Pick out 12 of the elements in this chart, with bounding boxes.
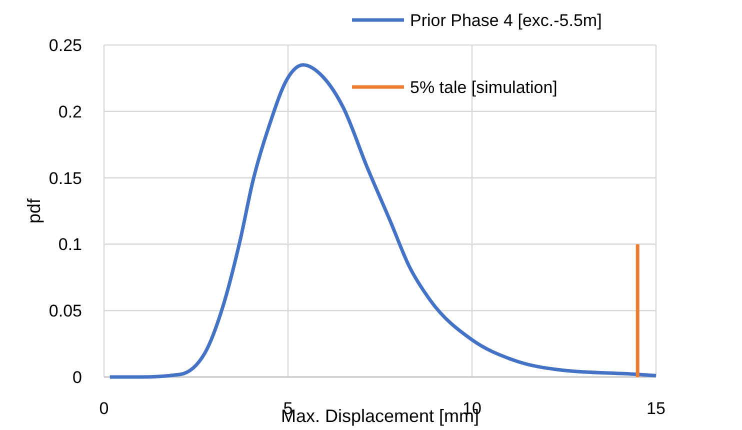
line-series [108,63,658,379]
y-tick-label: 0 [72,368,82,387]
legend-label: Prior Phase 4 [exc.-5.5m] [410,11,602,30]
y-tick-label: 0.25 [48,36,82,55]
y-tick-label: 0.1 [58,235,82,254]
x-tick-label: 0 [99,399,109,418]
y-tick-label: 0.15 [48,168,82,188]
y-tick-label: 0.2 [58,102,82,122]
y-axis-title: pdf [24,197,44,224]
legend-label: 5% tale [simulation] [410,78,558,97]
y-tick-label: 0.05 [48,302,82,321]
x-tick-label: 15 [646,399,666,418]
